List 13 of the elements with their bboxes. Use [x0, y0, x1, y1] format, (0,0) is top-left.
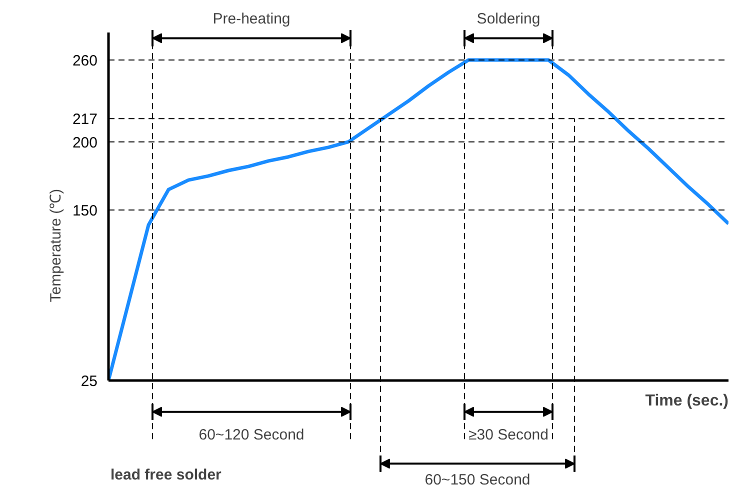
y-tick-label: 150: [72, 202, 98, 220]
text: ≥30 Second: [468, 426, 548, 444]
y-tick-label: 260: [72, 52, 98, 70]
text: Soldering: [476, 10, 540, 28]
text: 60~150 Second: [424, 472, 530, 489]
y-axis-title: Temperature (℃): [47, 188, 64, 302]
x-axis-title: Time (sec.): [645, 392, 728, 410]
text: 60~120 Second: [198, 426, 304, 444]
y-tick-label: 217: [72, 111, 98, 128]
y-tick-label: 200: [72, 134, 98, 152]
text: lead free solder: [110, 466, 222, 484]
text: Pre-heating: [212, 10, 290, 28]
y-tick-label: 25: [80, 373, 98, 390]
